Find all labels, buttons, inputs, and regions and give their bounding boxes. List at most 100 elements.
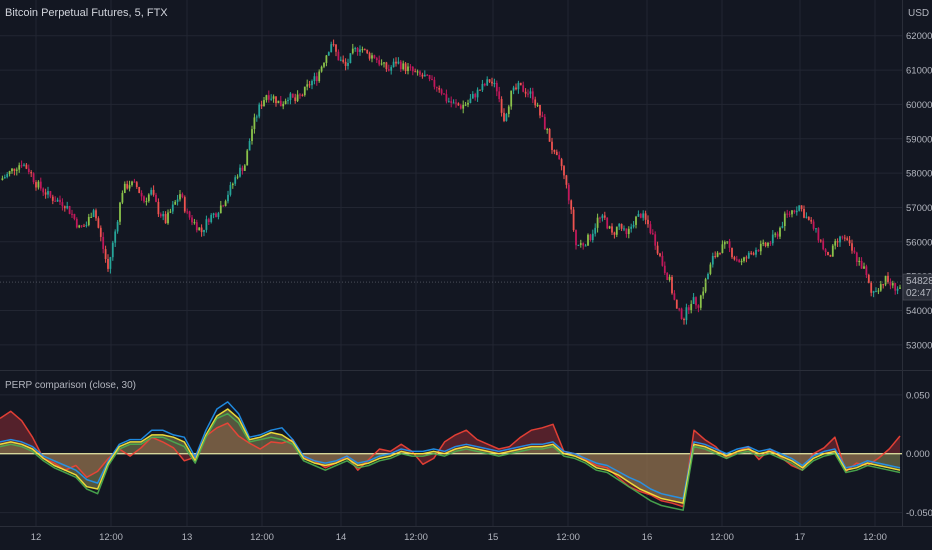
price-candle: [443, 93, 445, 95]
price-candle: [291, 93, 294, 98]
price-candle: [589, 234, 592, 241]
price-candle: [836, 241, 839, 243]
price-candle: [474, 94, 477, 98]
price-candle: [80, 225, 83, 227]
price-candle: [354, 48, 357, 50]
price-candle: [486, 79, 489, 86]
price-candle: [457, 103, 460, 106]
price-tick-label: 54000: [906, 306, 932, 317]
price-candle: [207, 219, 210, 223]
price-candle: [723, 242, 726, 245]
price-candle: [447, 101, 450, 103]
price-candle: [618, 223, 621, 227]
price-candle: [788, 213, 791, 215]
price-candle: [277, 100, 280, 104]
price-candle: [620, 223, 623, 229]
price-candle: [308, 84, 311, 86]
price-candle: [205, 219, 208, 230]
time-axis[interactable]: 12 12:00 13 12:00 14 12:00 15 12:00 16 12:00 17 12:…: [31, 532, 887, 543]
price-candle: [179, 194, 181, 200]
price-candle: [733, 257, 736, 260]
price-candle: [623, 228, 625, 230]
price-pane[interactable]: [1, 39, 901, 325]
price-candle: [356, 48, 359, 52]
price-candle: [30, 172, 33, 174]
price-candle: [659, 253, 661, 256]
currency-label[interactable]: USD: [908, 8, 929, 19]
price-candle: [203, 229, 205, 233]
time-tick-label: 12:00: [250, 532, 274, 543]
price-candle: [565, 175, 568, 185]
price-candle: [224, 201, 227, 207]
price-candle: [783, 213, 786, 227]
price-candle: [102, 236, 105, 250]
price-candle: [805, 216, 808, 218]
price-candle: [260, 104, 263, 107]
price-candle: [296, 94, 299, 101]
indicator-tick-label: 0.050: [906, 390, 930, 401]
price-candle: [164, 214, 167, 224]
price-candle: [764, 242, 767, 246]
price-candle: [32, 173, 35, 183]
price-candle: [303, 86, 306, 96]
price-candle: [601, 215, 604, 219]
price-candle: [284, 100, 287, 105]
price-candle: [219, 205, 222, 214]
price-candle: [488, 79, 491, 82]
price-candle: [87, 216, 90, 226]
price-candle: [666, 272, 669, 280]
price-candle: [884, 275, 887, 285]
price-candle: [325, 55, 328, 63]
price-candle: [157, 201, 160, 215]
price-candle: [661, 255, 664, 266]
price-candle: [347, 62, 349, 66]
price-candle: [107, 258, 109, 269]
price-candle: [227, 194, 229, 202]
price-candle: [795, 210, 798, 213]
indicator-title[interactable]: PERP comparison (close, 30): [5, 380, 136, 391]
time-tick-label: 13: [182, 532, 193, 543]
price-candle: [431, 78, 433, 80]
price-candle: [49, 191, 52, 197]
price-candle: [467, 102, 469, 105]
indicator-series-blue: [0, 401, 901, 500]
price-candle: [140, 192, 143, 197]
indicator-pane[interactable]: [0, 401, 902, 511]
price-candle: [522, 85, 525, 92]
last-price-badge: 54828 02:47: [0, 273, 932, 301]
price-candle: [255, 116, 258, 118]
price-candle: [251, 129, 253, 141]
price-candle: [483, 83, 486, 86]
price-candle: [771, 234, 774, 244]
price-candle: [270, 98, 273, 100]
chart-title[interactable]: Bitcoin Perpetual Futures, 5, FTX: [5, 7, 168, 19]
price-candle: [272, 96, 275, 99]
price-candle: [390, 67, 393, 71]
price-candle: [839, 236, 841, 243]
price-candle: [635, 216, 637, 225]
price-candle: [503, 112, 505, 121]
price-candle: [123, 183, 126, 193]
price-candle: [769, 242, 772, 244]
price-candle: [711, 255, 714, 265]
price-candle: [267, 95, 270, 100]
price-candle: [517, 82, 520, 90]
price-candle: [834, 241, 837, 246]
price-candle: [198, 227, 201, 231]
price-candle: [320, 66, 323, 72]
price-candle: [560, 159, 563, 167]
indicator-axis[interactable]: -0.050 0.000 0.050: [906, 390, 932, 519]
price-candle: [505, 113, 508, 121]
time-tick-label: 16: [642, 532, 653, 543]
price-candle: [407, 66, 409, 72]
price-candle: [798, 205, 801, 211]
price-candle: [147, 194, 150, 202]
price-candle: [351, 48, 354, 54]
price-candle: [464, 104, 467, 106]
price-candle: [217, 213, 220, 217]
price-candle: [236, 176, 239, 178]
price-candle: [373, 55, 376, 59]
price-candle: [894, 283, 897, 291]
price-candle: [330, 44, 333, 53]
price-candle: [402, 63, 405, 70]
